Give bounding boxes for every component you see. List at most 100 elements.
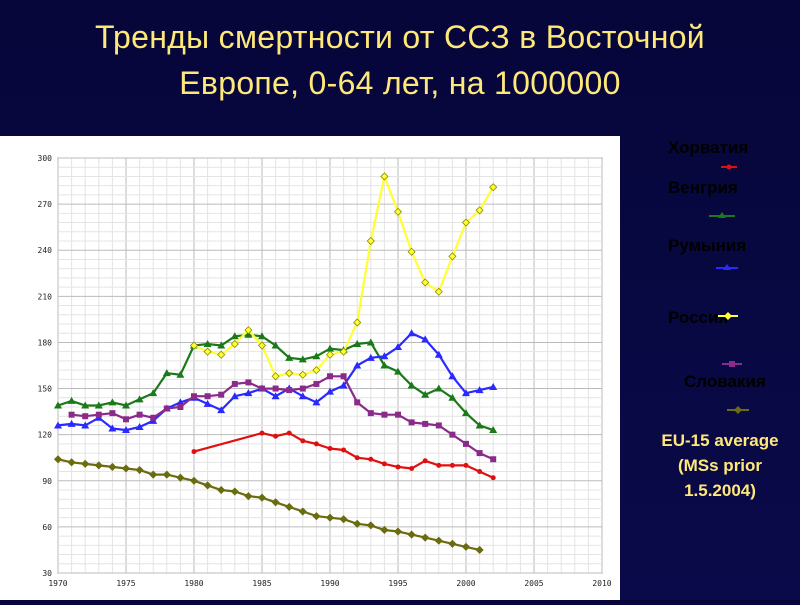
data-point: [176, 473, 185, 482]
y-tick-label: 120: [38, 431, 53, 440]
data-point: [300, 438, 306, 444]
data-point: [313, 441, 319, 447]
data-point: [162, 369, 171, 377]
data-point: [299, 385, 306, 392]
data-point: [67, 458, 76, 467]
data-point: [489, 426, 498, 434]
data-point: [327, 373, 333, 380]
data-point: [217, 406, 226, 414]
legend-marker-slovakia: [722, 361, 742, 367]
x-tick-label: 1990: [320, 579, 339, 588]
data-point: [461, 218, 471, 227]
y-tick-label: 90: [42, 477, 52, 486]
title-line-1: Тренды смертности от ССЗ в Восточной: [95, 19, 705, 55]
data-point: [448, 372, 457, 380]
data-point: [271, 341, 280, 349]
data-point: [394, 343, 402, 351]
chart-tick-labels: 1970 1975 1980 1985 1990 1995 2000 2005 2010 30 60…: [38, 154, 612, 588]
legend-label-slovakia: Словакия: [684, 372, 766, 391]
y-tick-label: 300: [38, 154, 53, 163]
data-point: [395, 464, 401, 470]
data-point: [272, 385, 279, 392]
data-point: [380, 361, 389, 369]
data-point: [368, 456, 374, 462]
data-point: [217, 350, 226, 359]
data-point: [327, 446, 333, 451]
legend-marker-russia: [718, 312, 738, 320]
data-point: [177, 404, 184, 410]
data-point: [203, 347, 212, 356]
data-point: [434, 536, 443, 545]
data-point: [462, 409, 470, 417]
series-0: [191, 430, 496, 481]
x-tick-label: 2005: [524, 579, 543, 588]
data-point: [340, 373, 347, 380]
data-point: [380, 525, 389, 535]
data-point: [135, 465, 144, 475]
data-point: [203, 339, 212, 347]
data-point: [230, 332, 239, 340]
data-point: [162, 470, 171, 479]
data-point: [217, 485, 226, 495]
data-point: [245, 379, 252, 386]
data-point: [244, 492, 253, 501]
data-point: [109, 410, 116, 417]
data-point: [475, 421, 484, 429]
data-point: [449, 462, 455, 468]
data-point: [326, 344, 334, 352]
data-point: [393, 527, 403, 536]
data-point: [326, 387, 334, 395]
data-point: [434, 384, 443, 392]
data-point: [135, 422, 144, 430]
data-point: [95, 411, 102, 418]
x-tick-label: 2000: [456, 579, 475, 588]
data-point: [135, 395, 144, 403]
data-point: [325, 350, 335, 359]
data-point: [339, 347, 348, 356]
data-point: [244, 330, 253, 338]
data-point: [244, 389, 253, 397]
data-point: [67, 396, 76, 404]
slide-title: Тренды смертности от ССЗ в Восточной Евр…: [0, 14, 800, 106]
data-point: [490, 456, 497, 463]
data-point: [191, 449, 197, 455]
data-point: [381, 461, 387, 467]
x-tick-label: 1975: [116, 579, 135, 588]
data-point: [230, 392, 239, 400]
data-point: [339, 515, 348, 524]
legend-label-russia: Россия: [668, 308, 729, 327]
data-point: [313, 380, 320, 387]
data-point: [434, 287, 443, 296]
chart-panel: 1970 1975 1980 1985 1990 1995 2000 2005 2010 30 60…: [0, 136, 620, 600]
legend-marker-croatia: [721, 164, 737, 170]
data-point: [81, 401, 90, 409]
series-3: [189, 172, 498, 381]
data-point: [366, 521, 375, 530]
data-point: [353, 318, 362, 327]
data-point: [273, 433, 279, 439]
y-tick-label: 60: [42, 523, 52, 532]
data-point: [298, 392, 307, 400]
x-tick-label: 1980: [184, 579, 203, 588]
data-point: [149, 389, 158, 397]
data-point: [448, 393, 457, 401]
data-point: [476, 450, 483, 457]
data-point: [380, 172, 389, 181]
data-point: [108, 462, 117, 472]
data-point: [189, 476, 199, 485]
data-point: [339, 381, 348, 389]
data-point: [407, 247, 416, 256]
data-point: [394, 367, 402, 375]
data-point: [422, 420, 429, 427]
data-point: [149, 470, 158, 479]
data-point: [271, 498, 280, 507]
data-point: [421, 533, 430, 542]
data-point: [312, 366, 321, 375]
data-point: [257, 341, 267, 350]
data-point: [81, 459, 90, 468]
data-point: [259, 385, 265, 392]
legend-label-croatia: Хорватия: [668, 138, 749, 157]
data-point: [380, 352, 389, 360]
series-4: [68, 373, 497, 463]
data-point: [108, 424, 117, 432]
